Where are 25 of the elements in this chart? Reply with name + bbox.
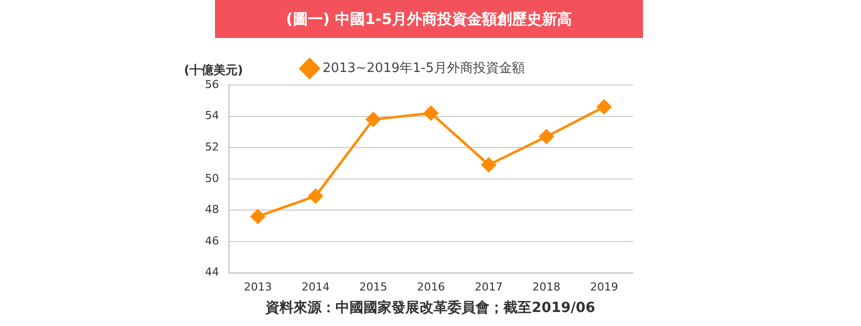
y-tick-label: 50 xyxy=(204,172,219,185)
y-tick-label: 44 xyxy=(204,266,219,279)
x-tick-label: 2018 xyxy=(532,280,560,294)
point xyxy=(539,129,554,144)
x-tick-label: 2013 xyxy=(244,280,272,294)
point xyxy=(250,209,266,224)
chart-title: (圖一) 中國1-5月外商投資金額創歷史新高 xyxy=(215,0,643,38)
legend-label: 2013~2019年1-5月外商投資金額 xyxy=(322,60,525,76)
point xyxy=(596,100,612,114)
x-tick-label: 2019 xyxy=(590,280,618,294)
y-tick-label: 46 xyxy=(204,234,219,248)
y-tick-label: 56 xyxy=(204,78,219,91)
x-tick-label: 2017 xyxy=(474,280,503,294)
point xyxy=(308,188,323,204)
x-tick-label: 2016 xyxy=(417,280,445,294)
x-tick-label: 2014 xyxy=(302,280,330,294)
source-note: 資料來源：中國國家發展改革委員會；截至2019/06 xyxy=(264,299,596,317)
point xyxy=(424,106,438,120)
x-tick-label: 2015 xyxy=(359,280,388,294)
y-tick-label: 48 xyxy=(204,203,219,216)
y-tick-label: 54 xyxy=(204,109,219,122)
y-tick-label: 52 xyxy=(204,140,219,154)
y-axis-title: (十億美元) xyxy=(184,63,243,78)
point xyxy=(366,112,381,127)
point xyxy=(481,158,496,172)
